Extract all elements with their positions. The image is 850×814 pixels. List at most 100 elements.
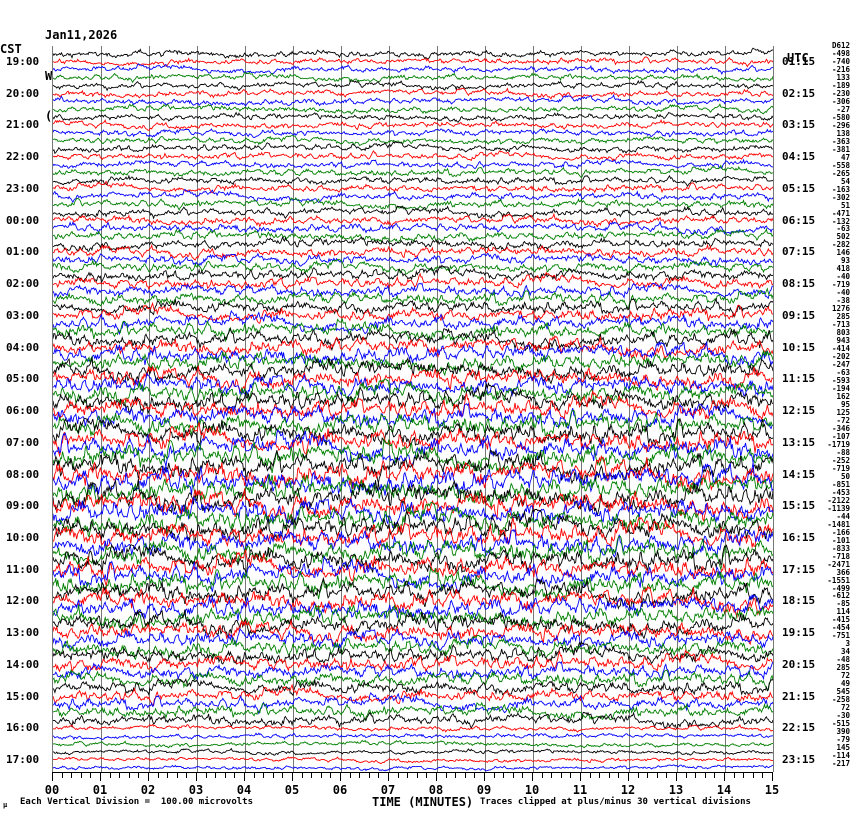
cst-time-0900: 09:00 <box>6 499 40 513</box>
cst-time-0400: 04:00 <box>6 340 40 354</box>
trace-line <box>53 422 773 458</box>
trace-line <box>53 454 773 493</box>
amplitude-value: 3 <box>845 639 850 649</box>
amplitude-value: 418 <box>836 264 850 274</box>
xtick-minor <box>80 772 82 778</box>
amplitude-value: -498 <box>831 48 850 58</box>
seismogram-plot-area <box>52 46 774 772</box>
xtick-minor <box>320 772 322 778</box>
xtick-minor <box>714 772 716 778</box>
xtick-minor <box>253 772 255 778</box>
trace-line <box>53 47 773 60</box>
amplitude-value: -27 <box>836 104 850 114</box>
trace-line <box>53 63 773 75</box>
trace-line <box>53 478 773 517</box>
trace-line <box>53 683 773 707</box>
scale-note: Each Vertical Division = 100.00 microvol… <box>20 797 253 807</box>
trace-line <box>53 309 773 336</box>
amplitude-value: -499 <box>831 583 850 593</box>
cst-time-0300: 03:00 <box>6 308 40 322</box>
amplitude-value: -163 <box>831 184 850 194</box>
xtick-minor <box>378 772 380 778</box>
xtick-label-10: 10 <box>524 783 540 797</box>
amplitude-value: -1481 <box>827 519 850 529</box>
cst-time-0600: 06:00 <box>6 404 40 418</box>
cst-time-1100: 11:00 <box>6 562 40 576</box>
utc-time-2215: 22:15 <box>782 721 816 735</box>
trace-line <box>53 103 773 115</box>
amplitude-value: 34 <box>840 647 850 657</box>
trace-line <box>53 555 773 593</box>
amplitude-value: 114 <box>836 607 850 617</box>
utc-time-0215: 02:15 <box>782 86 816 100</box>
trace-line <box>53 243 773 261</box>
amplitude-value: -2122 <box>827 495 850 505</box>
trace-line <box>53 619 773 647</box>
trace-line <box>53 378 773 407</box>
trace-line <box>53 340 773 368</box>
cst-time-0200: 02:00 <box>6 277 40 291</box>
trace-line <box>53 196 773 211</box>
xtick-minor <box>570 772 572 778</box>
cst-time-1900: 19:00 <box>6 54 40 68</box>
xtick-minor <box>637 772 639 778</box>
xtick-minor <box>426 772 428 778</box>
xtick-minor <box>666 772 668 778</box>
amplitude-value: -580 <box>831 112 850 122</box>
amplitude-value: -72 <box>836 415 850 425</box>
xtick-minor <box>551 772 553 778</box>
trace-line <box>53 327 773 352</box>
trace-line <box>53 516 773 550</box>
amplitude-value: -189 <box>831 80 850 90</box>
amplitude-value: 390 <box>836 727 850 737</box>
xtick-minor <box>330 772 332 778</box>
amplitude-value: -230 <box>831 88 850 98</box>
trace-line <box>53 756 773 764</box>
utc-time-1515: 15:15 <box>782 499 816 513</box>
amplitude-value: -40 <box>836 272 850 282</box>
trace-line <box>53 549 773 588</box>
xtick-minor <box>71 772 73 778</box>
trace-line <box>53 252 773 267</box>
xtick-minor <box>464 772 466 778</box>
cst-time-1300: 13:00 <box>6 626 40 640</box>
cst-time-0700: 07:00 <box>6 435 40 449</box>
utc-time-1915: 19:15 <box>782 626 816 640</box>
trace-line <box>53 220 773 236</box>
cst-time-1700: 17:00 <box>6 753 40 767</box>
xtick-minor <box>234 772 236 778</box>
xtick-label-02: 02 <box>140 783 156 797</box>
trace-line <box>53 449 773 485</box>
trace-line <box>53 678 773 697</box>
cst-time-1600: 16:00 <box>6 721 40 735</box>
amplitude-value: -79 <box>836 735 850 745</box>
trace-line <box>53 150 773 162</box>
utc-time-2315: 23:15 <box>782 753 816 767</box>
trace-line <box>53 543 773 575</box>
amplitude-value: -265 <box>831 168 850 178</box>
trace-line <box>53 668 773 692</box>
trace-line <box>53 71 773 84</box>
amplitude-value: -381 <box>831 144 850 154</box>
xtick-major-9 <box>484 772 485 781</box>
trace-line <box>53 111 773 123</box>
title-date: Jan11,2026 <box>45 28 118 42</box>
utc-time-0515: 05:15 <box>782 181 816 195</box>
cst-time-2100: 21:00 <box>6 118 40 132</box>
xtick-minor <box>272 772 274 778</box>
trace-line <box>53 566 773 600</box>
utc-time-1715: 17:15 <box>782 562 816 576</box>
amplitude-value: -85 <box>836 599 850 609</box>
amplitude-value: 285 <box>836 663 850 673</box>
trace-line <box>53 732 773 741</box>
trace-line <box>53 357 773 385</box>
amplitude-value: -612 <box>831 591 850 601</box>
amplitude-value: -48 <box>836 655 850 665</box>
amplitude-value: -302 <box>831 192 850 202</box>
amplitude-value: -415 <box>831 615 850 625</box>
xtick-major-0 <box>52 772 53 781</box>
trace-line <box>53 747 773 756</box>
trace-line <box>53 649 773 674</box>
trace-line <box>53 429 773 467</box>
xtick-minor <box>215 772 217 778</box>
